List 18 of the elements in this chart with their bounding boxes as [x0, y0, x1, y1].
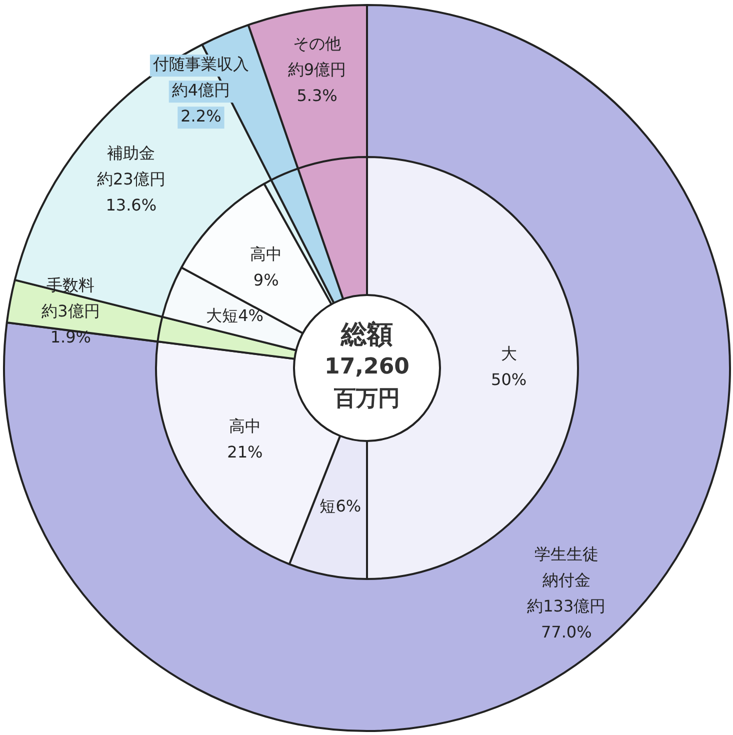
slice-label: その他	[292, 33, 341, 52]
data-label: 約23億円 13.6%	[96, 168, 165, 214]
slice-label: 補助金	[106, 142, 155, 162]
data-label: 50%	[490, 370, 526, 389]
slice-label: 高中	[250, 244, 282, 263]
slice-label: 大	[500, 344, 516, 363]
slice-label: 学生生徒納付金	[534, 544, 598, 589]
slice-label: 高中	[228, 416, 260, 435]
text: 総額 17,260 百万円	[324, 319, 409, 412]
data-label: 約133億円 77.0%	[526, 596, 606, 641]
slice-label: 手数料	[46, 275, 94, 294]
slice-label: 大短4%	[206, 305, 263, 324]
data-label: 約9億円 5.3%	[287, 59, 346, 104]
data-label: 約4億円 2.2%	[171, 80, 230, 126]
data-label: 9%	[252, 270, 278, 289]
slice-label: 短6%	[319, 496, 361, 515]
data-label: 21%	[226, 442, 262, 461]
slice-label: 付随事業収入	[151, 54, 248, 74]
